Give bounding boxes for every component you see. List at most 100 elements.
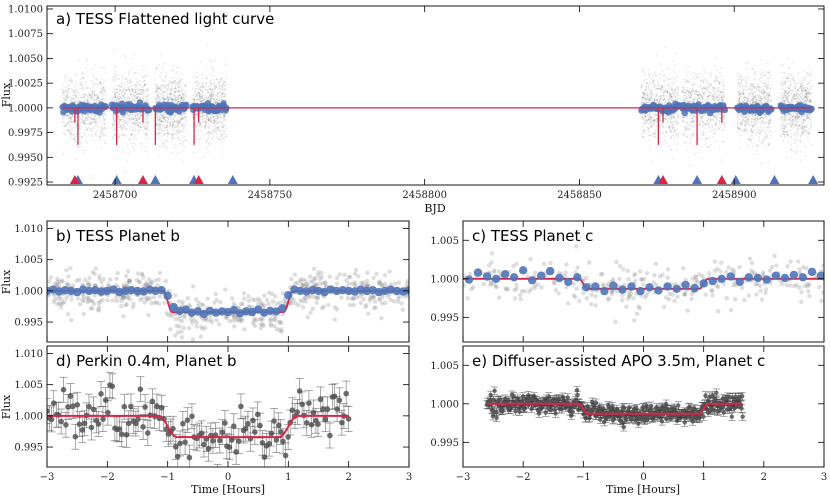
raw-point: [80, 96, 82, 99]
raw-point: [676, 91, 679, 94]
raw-point: [165, 76, 167, 78]
raw-point: [662, 131, 665, 134]
raw-point: [133, 122, 135, 125]
raw-point: [159, 120, 162, 123]
raw-point: [74, 85, 76, 88]
raw-point: [691, 116, 694, 118]
raw-point: [82, 121, 85, 123]
raw-point: [157, 89, 159, 92]
raw-point: [138, 113, 141, 116]
raw-point: [670, 88, 673, 91]
raw-point: [692, 83, 695, 86]
raw-point: [166, 95, 169, 98]
raw-point: [90, 118, 93, 121]
raw-point: [665, 122, 668, 124]
raw-point: [68, 114, 71, 117]
raw-point: [763, 80, 765, 83]
raw-point: [132, 122, 134, 125]
raw-point: [198, 141, 201, 144]
raw-point: [665, 95, 668, 97]
raw-point: [200, 99, 202, 102]
raw-point: [93, 95, 96, 97]
raw-point: [174, 98, 177, 101]
raw-point: [707, 94, 710, 97]
raw-point: [221, 71, 223, 74]
raw-point: [747, 114, 750, 117]
raw-point: [173, 121, 176, 124]
raw-point: [219, 77, 222, 79]
raw-point: [181, 91, 184, 94]
raw-point: [762, 71, 765, 74]
raw-point: [140, 143, 143, 146]
raw-point: [750, 120, 753, 123]
raw-point: [647, 96, 650, 98]
raw-point: [200, 129, 203, 132]
raw-point: [141, 76, 143, 79]
raw-point: [648, 75, 651, 78]
raw-point: [165, 96, 168, 99]
raw-point: [170, 133, 173, 136]
raw-point: [117, 117, 120, 120]
raw-point: [99, 91, 102, 94]
raw-point: [74, 89, 76, 92]
raw-point: [159, 124, 162, 126]
raw-point: [71, 116, 74, 118]
raw-point: [79, 82, 82, 85]
raw-point: [212, 98, 215, 101]
raw-point: [62, 132, 65, 134]
raw-point: [172, 119, 175, 121]
raw-point: [135, 93, 138, 96]
raw-point: [663, 91, 666, 94]
raw-point: [123, 116, 125, 119]
raw-point: [124, 83, 127, 86]
raw-point: [156, 87, 159, 90]
raw-point: [135, 71, 138, 74]
raw-point: [173, 115, 176, 117]
raw-point: [178, 86, 181, 89]
raw-point: [133, 94, 136, 97]
panel-a-data: [59, 43, 815, 180]
raw-point: [711, 136, 714, 139]
raw-point: [194, 80, 197, 83]
raw-point: [650, 123, 653, 126]
raw-point: [138, 118, 141, 120]
raw-point: [201, 77, 204, 80]
raw-point: [76, 101, 79, 104]
raw-point: [140, 141, 143, 144]
raw-point: [118, 98, 121, 101]
raw-point: [705, 86, 707, 88]
raw-point: [175, 120, 178, 123]
raw-point: [91, 73, 94, 76]
raw-point: [182, 140, 185, 143]
raw-point: [104, 79, 107, 82]
raw-point: [70, 80, 73, 82]
raw-point: [142, 85, 145, 88]
raw-point: [82, 88, 84, 91]
raw-point: [686, 135, 689, 138]
raw-point: [137, 116, 140, 118]
raw-point: [168, 121, 171, 123]
raw-point: [699, 73, 702, 76]
raw-point: [759, 117, 762, 119]
raw-point: [139, 126, 141, 129]
raw-point: [670, 99, 673, 102]
raw-point: [131, 126, 134, 129]
raw-point: [118, 93, 121, 96]
raw-point: [133, 92, 135, 94]
raw-point: [128, 118, 131, 121]
raw-point: [136, 88, 138, 91]
raw-point: [165, 126, 168, 129]
raw-point: [76, 102, 79, 105]
raw-point: [158, 132, 160, 135]
raw-point: [90, 177, 93, 180]
raw-point: [122, 77, 124, 80]
raw-point: [661, 70, 663, 72]
raw-point: [142, 97, 144, 100]
raw-point: [658, 132, 661, 135]
raw-point: [167, 99, 170, 102]
raw-point: [761, 142, 763, 145]
raw-point: [155, 114, 158, 117]
raw-point: [172, 123, 175, 126]
raw-point: [184, 123, 187, 126]
raw-point: [131, 88, 134, 91]
